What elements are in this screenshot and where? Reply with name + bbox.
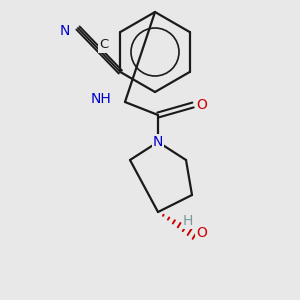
Text: O: O — [196, 226, 207, 240]
Text: N: N — [60, 24, 70, 38]
Text: NH: NH — [90, 92, 111, 106]
Text: H: H — [183, 214, 193, 228]
Text: N: N — [153, 135, 163, 149]
Text: O: O — [196, 98, 207, 112]
Text: C: C — [100, 38, 109, 52]
